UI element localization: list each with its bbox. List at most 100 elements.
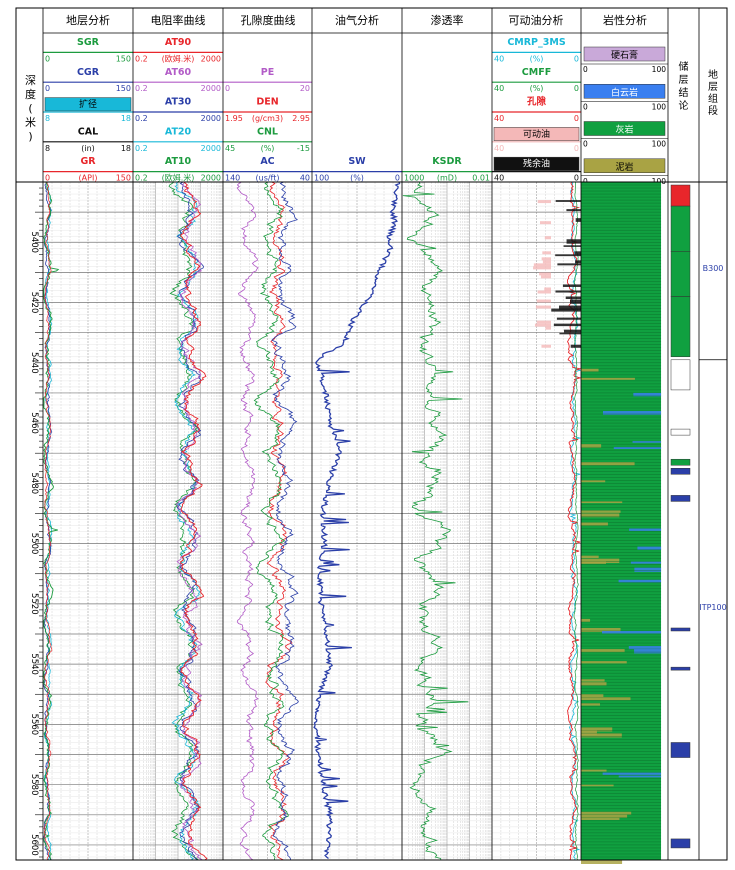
litho-right-value: 100 (652, 140, 667, 149)
formation-title-char: 地 (708, 68, 718, 81)
track-title-strat: 地层分析 (66, 13, 110, 27)
litho-name: 硬石膏 (611, 49, 638, 61)
litho-name: 灰岩 (615, 124, 633, 136)
litho-swatch (583, 158, 666, 173)
header-left-value: 40 (494, 144, 504, 153)
header-right-value: 20 (300, 84, 310, 93)
header-left-value: 0.2 (135, 84, 148, 93)
header-name: DEN (256, 97, 278, 108)
header-right-value: 0 (395, 174, 400, 183)
movable-oil-fill (541, 257, 551, 261)
header-left-value: 0 (45, 84, 50, 93)
litho-mudstone-streak (581, 697, 631, 701)
litho-right-value: 100 (652, 177, 667, 186)
residual-oil-fill (570, 299, 581, 304)
litho-dolomite-streak (602, 630, 662, 634)
header-left-value: 0.2 (135, 144, 148, 153)
header-left-value: 8 (45, 114, 50, 123)
litho-name: 泥岩 (615, 161, 633, 173)
track-title-resist: 电阻率曲线 (151, 13, 206, 27)
conclusion-title-char: 论 (679, 99, 689, 112)
track-title-poros: 孔隙度曲线 (241, 13, 296, 27)
header-unit: (欧姆.米) (162, 53, 195, 63)
conclusion-title-char: 结 (679, 86, 689, 99)
header-left-value: 40 (494, 54, 504, 63)
reservoir-zone (670, 251, 691, 297)
header-left-value: 8 (45, 144, 50, 153)
litho-dolomite-streak (633, 392, 662, 397)
litho-dolomite-streak (629, 528, 662, 531)
litho-dolomite-streak (602, 772, 662, 775)
depth-tick-label: 5600 (29, 834, 39, 856)
header-unit: (%) (261, 144, 275, 153)
header-unit: (%) (530, 84, 544, 93)
header-left-value: 1000 (404, 174, 424, 183)
header-right-value: 40 (300, 174, 310, 183)
litho-mudstone-streak (581, 694, 604, 698)
gr-curve (43, 181, 53, 861)
header-right-value: 0 (574, 174, 579, 183)
movable-oil-fill (536, 299, 551, 303)
movable-oil-fill (540, 275, 551, 279)
reservoir-zone (670, 205, 691, 252)
residual-oil-fill (556, 317, 581, 320)
litho-mudstone-streak (581, 522, 608, 526)
header-unit: (in) (81, 144, 95, 153)
movable-oil-fill (541, 344, 551, 348)
residual-oil-fill (575, 218, 581, 222)
formation-title-char: 层 (708, 81, 718, 93)
litho-mudstone-streak (581, 368, 599, 372)
litho-dolomite-streak (632, 441, 662, 443)
depth-tick-label: 5480 (29, 473, 39, 495)
litho-dolomite-streak (634, 649, 662, 654)
header-right-value: 0 (574, 114, 579, 123)
header-left-value: 140 (225, 174, 240, 183)
header-name: CMRP_3MS (507, 37, 566, 48)
header-name: PE (261, 67, 274, 78)
header-left-value: 40 (494, 84, 504, 93)
movable-oil-fill (539, 272, 551, 276)
header-name: AT60 (165, 67, 192, 78)
residual-oil-fill (566, 239, 581, 244)
header-name: SW (348, 156, 366, 167)
movable-oil-fill (540, 221, 551, 225)
litho-mudstone-streak (581, 682, 607, 686)
litho-dolomite-streak (634, 567, 662, 572)
depth-tick-label: 5520 (29, 593, 39, 615)
header-name: 残余油 (523, 158, 550, 170)
litho-mudstone-streak (581, 555, 599, 559)
litho-mudstone-streak (581, 627, 621, 633)
header-right-value: 150 (116, 54, 131, 63)
litho-mudstone-streak (581, 811, 632, 815)
header-right-value: 150 (116, 174, 131, 183)
litho-mudstone-streak (581, 769, 607, 772)
litho-dolomite-streak (630, 561, 662, 564)
litho-mudstone-streak (581, 661, 627, 664)
header-right-value: 2.95 (292, 114, 310, 123)
residual-oil-fill (555, 290, 581, 293)
litho-mudstone-streak (581, 513, 620, 518)
log-body: 5400 5420 5440 5460 5480 5500 5520 5540 5560 5580… (29, 181, 727, 864)
header-right-value: 150 (116, 84, 131, 93)
header-unit: (API) (79, 174, 98, 183)
header-right-value: 0 (574, 84, 579, 93)
residual-oil-fill (555, 254, 581, 257)
litho-mudstone-streak (581, 649, 625, 653)
header-right-value: 2000 (201, 54, 221, 63)
header-right-value: 2000 (201, 114, 221, 123)
depth-tick-label: 5500 (29, 533, 39, 555)
depth-title-char: 度 (25, 87, 36, 101)
header-left-value: 1.95 (225, 114, 243, 123)
formation-name: B300 (703, 264, 724, 273)
litho-swatch (583, 121, 666, 136)
litho-mudstone-streak (581, 727, 613, 732)
header-name: AC (260, 156, 274, 167)
outer-border (15, 7, 728, 861)
depth-title-char: 米 (25, 116, 36, 129)
reservoir-zone (670, 458, 691, 466)
header-left-value: 0 (45, 174, 50, 183)
header-name: CAL (78, 126, 98, 137)
header-left-value: 40 (494, 114, 504, 123)
header-left-value: 0.2 (135, 114, 148, 123)
